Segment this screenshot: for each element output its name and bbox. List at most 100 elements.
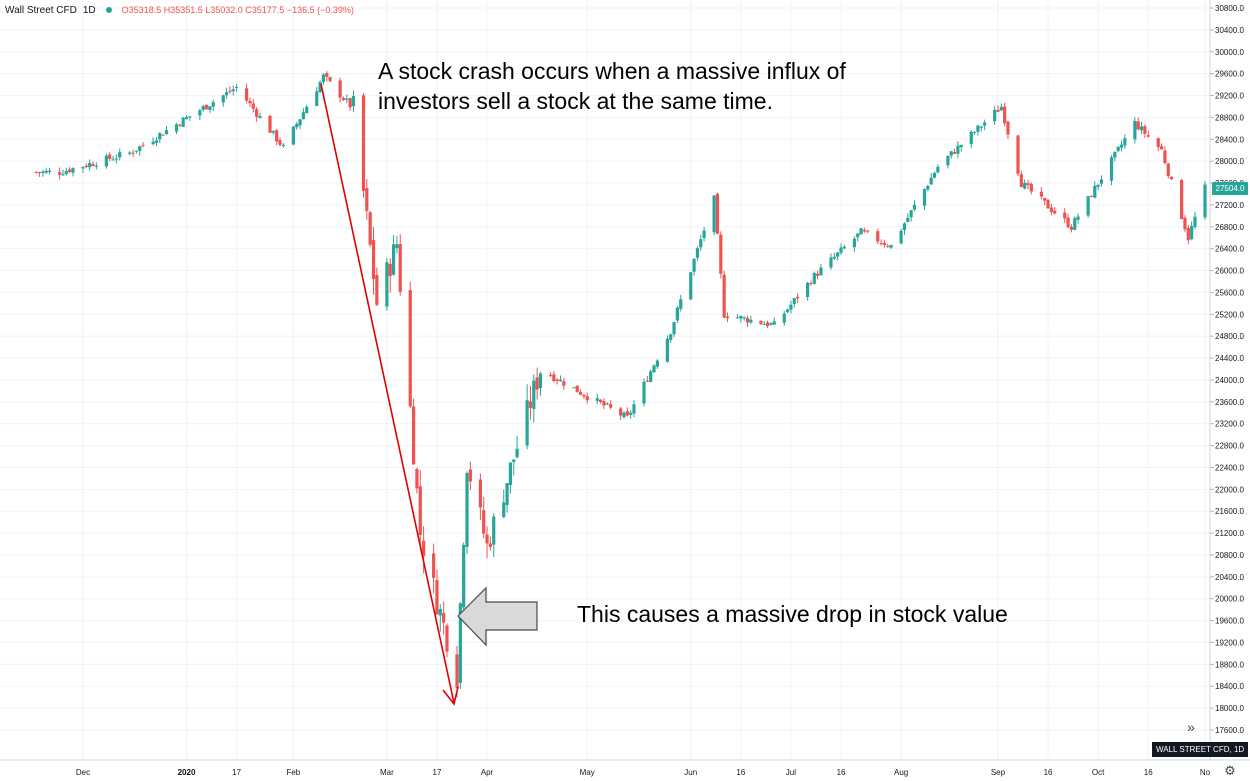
candle-up [929, 173, 933, 185]
candle-down [1159, 143, 1164, 150]
candle-down [468, 461, 472, 491]
candle-down [418, 469, 422, 550]
candle-down [952, 148, 957, 155]
candle-up [909, 209, 913, 222]
candle-up [305, 104, 309, 114]
candle-body [318, 81, 322, 93]
candle-down [719, 231, 723, 279]
candle-body [351, 96, 356, 107]
candle-up [224, 87, 229, 99]
candle-body [211, 102, 215, 107]
candle-body [675, 307, 679, 321]
candle-body [949, 151, 953, 156]
candle-body [578, 391, 583, 395]
candle-up [538, 371, 543, 396]
candle-body [1156, 138, 1160, 147]
candle-up [385, 258, 389, 311]
x-tick-label: 16 [1144, 768, 1153, 777]
candle-body [932, 172, 937, 178]
candle-down [1163, 146, 1167, 165]
candle-up [926, 184, 930, 192]
candle-body [839, 247, 843, 253]
candle-body [161, 134, 165, 136]
candle-down [722, 270, 726, 319]
candle-up [632, 400, 636, 418]
candle-down [361, 93, 366, 198]
symbol-name[interactable]: Wall Street CFD [5, 4, 77, 16]
candle-down [619, 406, 623, 421]
y-tick-label: 19200.0 [1215, 638, 1244, 647]
candle-down [178, 123, 182, 128]
candle-body [1096, 184, 1100, 187]
candle-down [1180, 178, 1184, 220]
candle-body [876, 231, 880, 242]
y-tick-label: 18400.0 [1215, 682, 1244, 691]
candle-up [465, 471, 469, 554]
candle-up [291, 126, 295, 146]
candle-up [151, 137, 155, 146]
candle-body [385, 262, 389, 307]
chart-settings-button[interactable]: ⚙ [1222, 763, 1238, 779]
time-axis[interactable]: Dec 2020 17 Feb Mar 17 Apr May Jun 16 Jul 16 Aug Sep 1… [0, 759, 1250, 777]
candle-body [114, 158, 118, 160]
candle-up [154, 136, 159, 147]
candle-down [58, 167, 62, 180]
candle-body [785, 309, 790, 313]
candle-body [598, 399, 603, 402]
gear-icon: ⚙ [1224, 763, 1236, 778]
candle-body [1113, 151, 1117, 158]
candle-up [508, 462, 513, 494]
candle-body [275, 130, 279, 142]
candle-down [582, 394, 586, 399]
candle-body [632, 404, 636, 414]
candle-body [235, 86, 239, 88]
candle-up [1099, 175, 1104, 187]
y-tick-label: 22000.0 [1215, 485, 1244, 494]
price-axis[interactable]: 30800.0 30400.0 30000.0 29600.0 29200.0 28800… [1209, 0, 1244, 760]
candle-up [979, 125, 983, 132]
candle-body [1203, 184, 1207, 218]
candle-body [58, 172, 62, 175]
candle-body [552, 374, 556, 381]
candle-body [84, 165, 88, 167]
candle-body [1116, 146, 1120, 151]
x-tick-label: 17 [232, 768, 241, 777]
candle-up [351, 90, 356, 112]
candle-body [348, 98, 352, 108]
candle-body [605, 403, 609, 405]
candle-body [655, 360, 659, 367]
y-tick-label: 25600.0 [1215, 288, 1244, 297]
candle-down [204, 104, 209, 110]
candle-body [295, 123, 299, 128]
x-tick-label: Oct [1092, 768, 1105, 777]
candle-body [321, 74, 326, 83]
candle-body [48, 170, 52, 172]
candle-up [772, 317, 776, 325]
candle-body [602, 401, 606, 406]
candle-up [675, 305, 679, 324]
candle-up [174, 122, 179, 134]
candle-body [278, 140, 282, 145]
candle-body [959, 145, 963, 148]
candle-body [68, 169, 72, 173]
candles [34, 71, 1207, 697]
candle-body [926, 185, 930, 190]
candle-body [188, 116, 192, 118]
candle-down [422, 526, 426, 574]
candle-body [548, 374, 553, 376]
candle-body [328, 77, 332, 82]
candle-up [856, 233, 860, 242]
candle-body [702, 230, 706, 238]
interval-label[interactable]: 1D [82, 4, 96, 16]
candle-body [956, 145, 960, 154]
candle-down [341, 96, 346, 101]
candle-body [832, 256, 836, 259]
candle-body [679, 299, 683, 309]
scroll-to-realtime-button[interactable]: » [1181, 717, 1201, 737]
candle-body [138, 146, 142, 151]
candle-down [562, 377, 566, 390]
candle-down [598, 399, 603, 404]
candle-down [528, 386, 533, 420]
candle-down [91, 161, 95, 167]
